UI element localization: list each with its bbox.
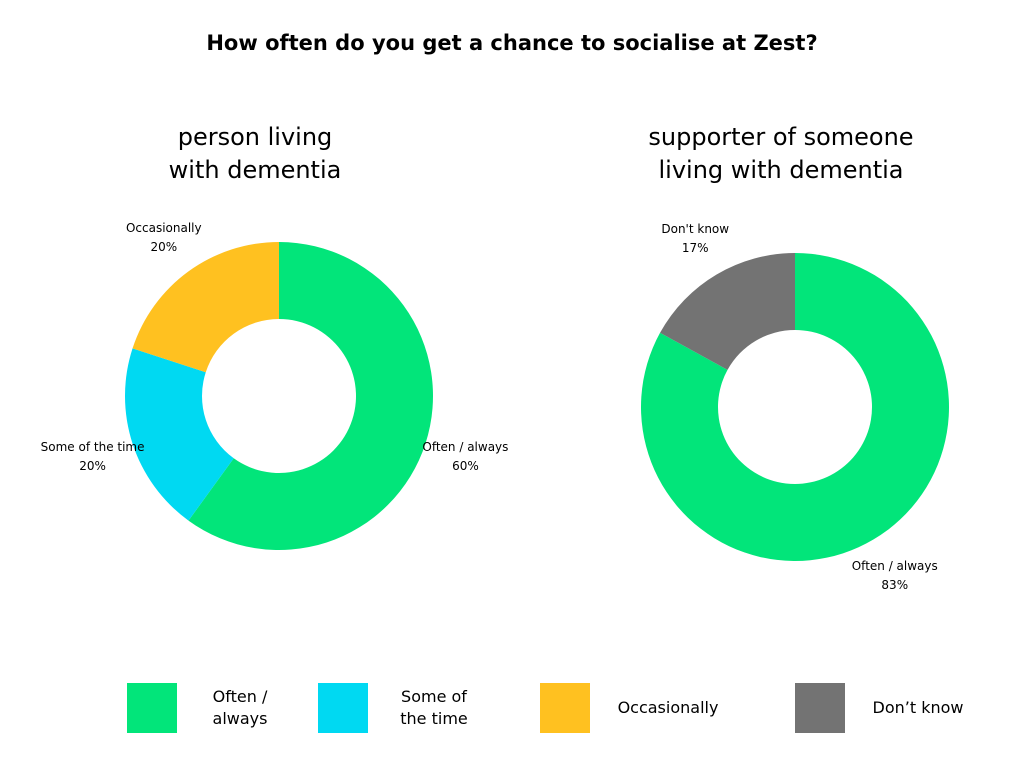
slice-label: Some of the time (41, 440, 145, 454)
slice-value-label: 20% (150, 240, 177, 254)
donut-slice (660, 253, 795, 370)
pie-title: living with dementia (659, 156, 904, 184)
pie-title: supporter of someone (648, 123, 913, 151)
donut-slice (188, 242, 433, 550)
legend-item: Some of the time (318, 683, 482, 733)
legend-label: Don’t know (872, 698, 964, 717)
pie-title: person living (178, 123, 333, 151)
legend-label: Some of the time (400, 687, 468, 728)
slice-label: Often / always (852, 559, 938, 573)
donut-slice (132, 242, 279, 373)
legend-label: Occasionally (617, 698, 719, 717)
slice-label: Don't know (661, 222, 729, 236)
legend-item: Don’t know (795, 683, 973, 733)
slice-value-label: 20% (79, 459, 106, 473)
legend-swatch (795, 683, 845, 733)
slice-label: Often / always (422, 440, 508, 454)
chart-title: How often do you get a chance to sociali… (206, 31, 817, 55)
slice-value-label: 17% (682, 241, 709, 255)
slice-label: Occasionally (126, 221, 202, 235)
slice-value-label: 83% (881, 578, 908, 592)
slice-value-label: 60% (452, 459, 479, 473)
legend-swatch (540, 683, 590, 733)
legend-swatch (318, 683, 368, 733)
donut-slice (124, 348, 234, 521)
legend-swatch (127, 683, 177, 733)
pie-title: with dementia (169, 156, 342, 184)
donut-slice (640, 253, 949, 561)
legend-label: Often / always (212, 687, 268, 728)
legend-item: Often / always (127, 683, 285, 733)
legend-item: Occasionally (540, 683, 728, 733)
